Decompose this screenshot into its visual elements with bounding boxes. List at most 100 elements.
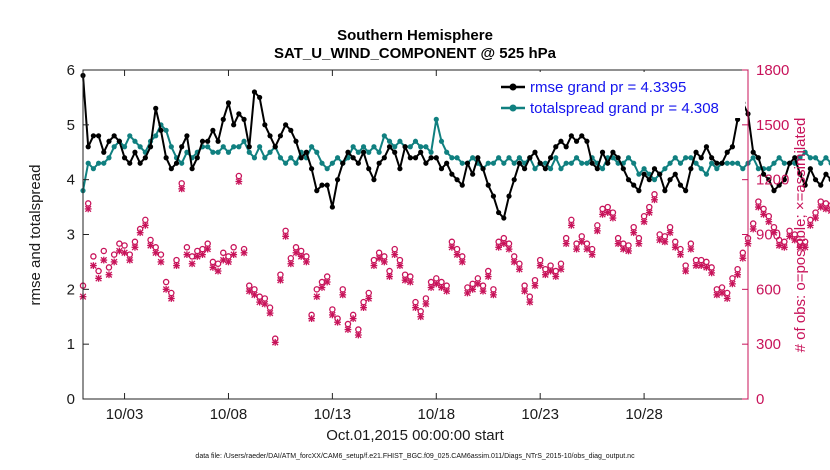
obs-assimilated-point — [760, 210, 767, 218]
obs-assimilated-point — [422, 300, 430, 308]
obs-assimilated-point — [749, 225, 757, 233]
rmse-point — [360, 149, 367, 155]
totalspread-point — [631, 160, 637, 166]
rmse-point — [355, 160, 361, 166]
rmse-point — [231, 122, 237, 128]
y-tick-label-left: 5 — [67, 117, 75, 134]
obs-assimilated-point — [100, 256, 108, 264]
totalspread-point — [246, 149, 252, 155]
totalspread-point — [735, 160, 741, 166]
totalspread-point — [776, 155, 782, 161]
obs-assimilated-point — [484, 273, 492, 280]
totalspread-point — [797, 155, 803, 161]
obs-assimilated-point — [806, 221, 814, 229]
rmse-point — [277, 133, 284, 139]
rmse-point — [719, 160, 725, 166]
rmse-point — [610, 149, 616, 155]
y-tick-label-right: 300 — [756, 336, 781, 353]
totalspread-point — [444, 149, 450, 155]
totalspread-point — [714, 166, 720, 172]
totalspread-point — [683, 155, 689, 161]
totalspread-point — [407, 144, 413, 150]
totalspread-point — [672, 155, 678, 161]
obs-assimilated-point — [152, 249, 160, 257]
totalspread-point — [397, 138, 403, 144]
totalspread-point — [428, 149, 434, 155]
obs-assimilated-point — [339, 291, 347, 299]
rmse-point — [142, 155, 148, 161]
totalspread-point — [485, 160, 491, 166]
obs-assimilated-point — [458, 258, 466, 266]
totalspread-point — [641, 166, 647, 172]
obs-assimilated-point — [479, 287, 487, 295]
obs-assimilated-point — [573, 245, 580, 253]
rmse-point — [397, 166, 403, 172]
obs-assimilated-point — [380, 258, 388, 266]
totalspread-point — [350, 144, 356, 150]
rmse-point — [314, 188, 320, 194]
obs-assimilated-point — [604, 209, 612, 216]
totalspread-point — [807, 155, 813, 161]
totalspread-point — [496, 155, 502, 161]
obs-assimilated-point — [188, 260, 196, 268]
rmse-point — [792, 155, 798, 161]
obs-possible-point — [220, 249, 227, 257]
rmse-point — [563, 144, 569, 150]
obs-assimilated-point — [557, 265, 565, 273]
obs-assimilated-point — [547, 267, 554, 275]
obs-assimilated-point — [235, 178, 243, 185]
rmse-point — [262, 122, 268, 128]
y-tick-label-left: 0 — [67, 391, 75, 408]
data-file-footnote: data file: /Users/raeder/DAI/ATM_forcXX/… — [195, 453, 635, 460]
obs-assimilated-point — [801, 243, 809, 251]
obs-assimilated-point — [95, 274, 102, 282]
totalspread-point — [636, 171, 642, 177]
obs-assimilated-point — [157, 258, 165, 266]
rmse-point — [807, 166, 813, 172]
obs-assimilated-point — [490, 291, 497, 299]
rmse-point — [714, 160, 720, 166]
totalspread-point — [423, 144, 429, 150]
obs-assimilated-point — [588, 251, 596, 259]
rmse-point — [449, 171, 455, 177]
obs-assimilated-point — [718, 289, 726, 297]
rmse-point — [547, 155, 554, 161]
rmse-point — [199, 138, 206, 144]
obs-assimilated-point — [105, 271, 113, 279]
rmse-point — [667, 177, 673, 183]
totalspread-point — [267, 149, 273, 155]
obs-assimilated-point — [121, 249, 128, 257]
obs-assimilated-point — [323, 278, 331, 286]
totalspread-point — [376, 149, 382, 155]
obs-markers-layer — [79, 172, 830, 346]
x-tick-label: 10/28 — [625, 406, 663, 423]
x-tick-label: 10/08 — [210, 406, 248, 423]
totalspread-point — [236, 144, 242, 150]
legend-spread-label: totalspread grand pr = 4.308 — [530, 100, 719, 117]
y-tick-label-left: 4 — [67, 172, 75, 189]
rmse-point — [251, 89, 258, 95]
rmse-point — [324, 182, 330, 188]
x-tick-label: 10/18 — [418, 406, 456, 423]
totalspread-point — [101, 160, 107, 166]
totalspread-point — [558, 166, 564, 172]
obs-assimilated-point — [500, 240, 508, 248]
obs-assimilated-point — [552, 273, 560, 280]
rmse-point — [480, 166, 486, 172]
rmse-point — [615, 155, 621, 161]
obs-assimilated-point — [89, 262, 97, 269]
obs-assimilated-point — [541, 271, 549, 279]
obs-assimilated-point — [609, 214, 617, 222]
rmse-point — [298, 155, 304, 161]
obs-assimilated-point — [464, 289, 471, 297]
totalspread-point — [205, 144, 211, 150]
totalspread-point — [667, 160, 673, 166]
obs-assimilated-point — [84, 205, 92, 213]
y-tick-label-left: 2 — [67, 281, 75, 298]
obs-assimilated-point — [261, 300, 269, 308]
totalspread-point — [563, 160, 569, 166]
obs-assimilated-point — [443, 287, 451, 295]
totalspread-point — [724, 160, 730, 166]
totalspread-point — [511, 160, 517, 166]
rmse-point — [376, 160, 382, 166]
